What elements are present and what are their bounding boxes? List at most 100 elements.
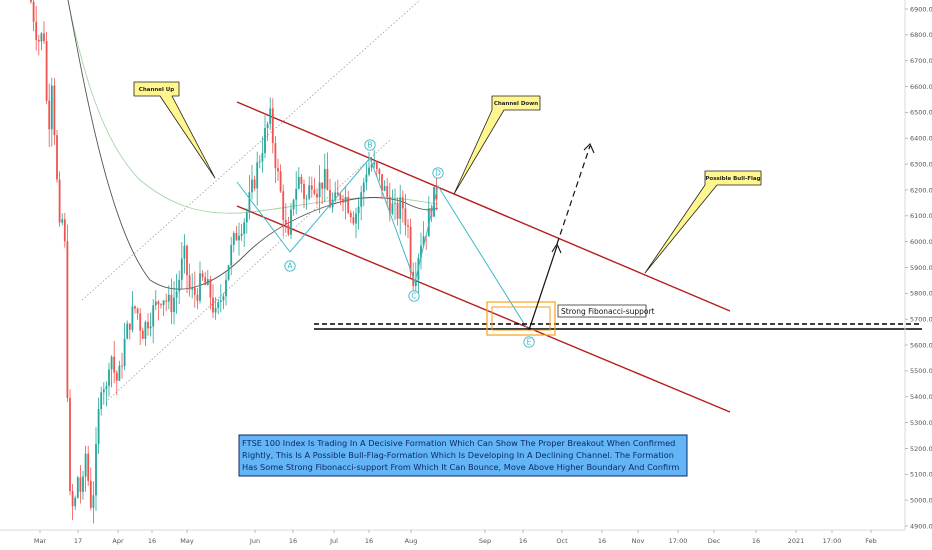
y-tick-label: 6900.0: [910, 5, 932, 13]
candle-body: [344, 196, 347, 203]
description-box: FTSE 100 Index Is Trading In A Decisive …: [238, 434, 688, 477]
candle-body: [373, 162, 376, 165]
candle-body: [173, 297, 175, 313]
candle-body: [394, 202, 396, 204]
candle-body: [269, 108, 272, 124]
candle-body: [121, 365, 123, 367]
candle-body: [245, 212, 248, 223]
wave-point-circle: [432, 167, 444, 179]
description-line: Rightly, This Is A Possible Bull-Flag-Fo…: [242, 450, 674, 460]
wave-point-circle: [523, 336, 535, 348]
candle-body: [82, 476, 84, 492]
candle-body: [206, 279, 209, 285]
candle-body: [227, 265, 230, 280]
candle-body: [318, 182, 321, 198]
candle-body: [368, 167, 370, 175]
candle-body: [331, 199, 334, 208]
candle-body: [251, 179, 253, 193]
x-tick-label: Apr: [112, 537, 124, 545]
wave-point-circle: [364, 139, 376, 151]
candle-body: [217, 302, 220, 308]
candle-body: [212, 297, 214, 313]
description-line: Has Some Strong Fibonacci-support From W…: [242, 462, 679, 472]
candle-body: [209, 279, 212, 298]
candle-body: [167, 294, 170, 302]
candle-body: [66, 241, 69, 398]
ma-fast-line: [67, 0, 439, 290]
y-tick-label: 5200.0: [910, 445, 932, 453]
candle-body: [97, 409, 100, 445]
callout-channel-up-shape: [133, 81, 216, 179]
projection-arrow: [528, 143, 595, 331]
moving-averages: [67, 0, 439, 290]
x-tick-label: 16: [752, 537, 760, 545]
channel-down-lines: [236, 101, 731, 413]
candle-body: [35, 21, 38, 40]
description-background: [238, 434, 688, 477]
candle-body: [290, 209, 292, 235]
candle-body: [321, 182, 324, 189]
candle-body: [396, 202, 399, 219]
candle-body: [126, 323, 129, 339]
candle-body: [92, 495, 95, 508]
channel-down-lower-line: [236, 205, 731, 413]
candle-body: [157, 301, 160, 305]
callout-bull-flag-label: Possible Bull-Flag: [705, 176, 760, 182]
fib-label: Strong Fibonacci-support: [561, 307, 655, 316]
y-tick-label: 5600.0: [910, 341, 932, 349]
candle-body: [89, 480, 92, 508]
candle-body: [136, 308, 139, 314]
x-tick-label: Sep: [479, 537, 491, 545]
x-tick-label: 16: [148, 537, 156, 545]
candle-body: [334, 192, 337, 200]
y-tick-label: 5500.0: [910, 367, 932, 375]
callout-channel-down-label: Channel Down: [494, 101, 538, 107]
candle-body: [48, 100, 51, 130]
candle-body: [378, 169, 381, 175]
candle-body: [383, 186, 386, 191]
candle-body: [243, 222, 246, 234]
candle-body: [292, 199, 295, 210]
candle-body: [420, 245, 422, 258]
candle-body: [165, 300, 168, 302]
candle-body: [123, 338, 126, 367]
candle-body: [30, 0, 32, 2]
candle-body: [336, 192, 339, 195]
candle-body: [235, 232, 238, 241]
candlesticks: [30, 0, 438, 524]
candle-body: [58, 179, 61, 223]
projection-solid-line: [528, 245, 558, 331]
candle-body: [131, 306, 134, 330]
candle-body: [388, 196, 391, 214]
candle-body: [412, 271, 415, 287]
candle-body: [40, 33, 43, 42]
candle-body: [63, 219, 66, 242]
candle-body: [188, 275, 191, 290]
candle-body: [69, 397, 71, 492]
y-tick-label: 5900.0: [910, 264, 932, 272]
candle-body: [305, 198, 308, 200]
candle-body: [79, 477, 82, 492]
candle-body: [399, 197, 402, 219]
candle-body: [357, 206, 360, 214]
fibonacci-support: Strong Fibonacci-support: [314, 301, 922, 336]
x-axis: Mar 17 Apr 16 May Jun 16 Jul 16 Aug Sep 16 Oct 16 Nov 1…: [0, 529, 905, 545]
candle-body: [230, 245, 233, 266]
candle-body: [256, 162, 259, 189]
candle-body: [204, 277, 207, 285]
candle-body: [326, 168, 329, 191]
callout-channel-down-shape: [453, 95, 541, 195]
candle-body: [191, 287, 194, 290]
candle-body: [225, 279, 227, 297]
channel-down-upper-line: [236, 101, 731, 312]
candle-body: [118, 365, 121, 381]
candle-body: [248, 192, 251, 213]
candle-body: [102, 389, 105, 393]
wave-point-label: E: [527, 338, 532, 347]
candle-body: [152, 305, 155, 327]
candle-body: [37, 39, 40, 42]
y-tick-label: 5100.0: [910, 471, 932, 479]
candle-body: [362, 182, 365, 193]
candle-body: [154, 301, 157, 306]
